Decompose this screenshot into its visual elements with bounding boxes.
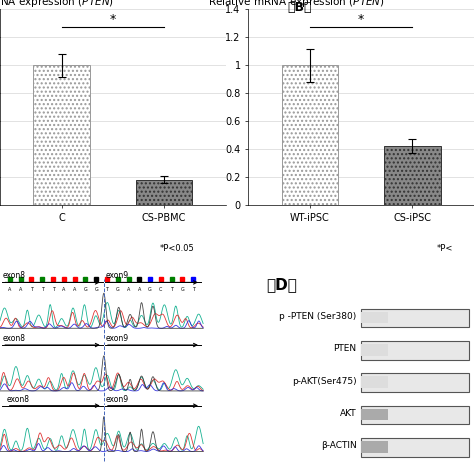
Text: G: G [94,287,98,292]
Bar [282,65,338,205]
Text: T: T [192,287,195,292]
Text: exon8: exon8 [2,272,25,281]
Bar [361,441,388,453]
Text: G: G [181,287,184,292]
Text: G: G [148,287,152,292]
Text: PTEN: PTEN [334,345,356,354]
Text: *P<: *P< [437,244,454,253]
Bar [361,438,469,456]
Text: A: A [73,287,76,292]
Text: A: A [62,287,65,292]
Bar [361,344,388,356]
Text: p -PTEN (Ser380): p -PTEN (Ser380) [279,312,356,321]
Text: 【D】: 【D】 [266,277,297,292]
Text: C: C [159,287,163,292]
Bar [361,376,388,388]
Text: *: * [358,13,364,26]
Bar [361,309,469,328]
Text: AKT: AKT [340,409,356,418]
Text: G: G [83,287,87,292]
Text: exon9: exon9 [106,395,129,404]
Text: exon9: exon9 [106,334,129,343]
Text: exon8: exon8 [2,334,25,343]
Text: T: T [52,287,55,292]
Text: *: * [110,13,116,26]
Text: 【B】: 【B】 [287,1,312,14]
Text: A: A [137,287,141,292]
Text: T: T [30,287,33,292]
Text: A: A [127,287,130,292]
Text: *P<0.05: *P<0.05 [160,244,195,253]
Bar [33,65,90,205]
Bar [361,374,469,392]
Bar [361,406,469,424]
Text: NA expression ($\mathit{PTEN}$): NA expression ($\mathit{PTEN}$) [0,0,114,9]
Text: exon9: exon9 [106,272,129,281]
Bar [361,312,388,323]
Text: T: T [170,287,173,292]
Text: p-AKT(Ser475): p-AKT(Ser475) [292,377,356,386]
Text: T: T [41,287,44,292]
Text: β-ACTIN: β-ACTIN [321,441,356,450]
Bar [136,180,192,205]
Text: A: A [19,287,22,292]
Bar [361,341,469,360]
Text: G: G [116,287,119,292]
Bar [361,409,388,420]
Text: T: T [105,287,109,292]
Text: A: A [8,287,11,292]
Text: exon8: exon8 [7,395,30,404]
Text: Relative mRNA expression ($\mathit{PTEN}$): Relative mRNA expression ($\mathit{PTEN}… [208,0,384,9]
Bar [384,146,441,205]
